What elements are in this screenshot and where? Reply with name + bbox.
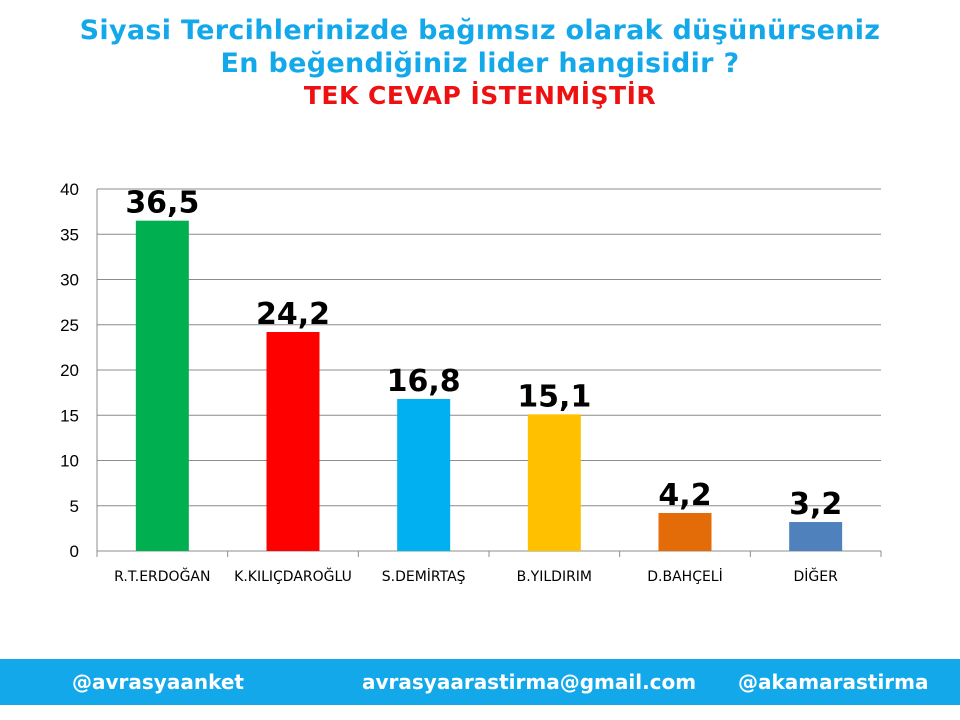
bar <box>397 398 451 551</box>
y-tick-label: 25 <box>60 316 79 335</box>
footer-twitter-left[interactable]: @avrasyaanket <box>72 670 244 694</box>
y-tick-label: 5 <box>70 497 79 516</box>
x-tick-label: DİĞER <box>793 567 838 585</box>
footer-email[interactable]: avrasyaarastirma@gmail.com <box>362 670 697 694</box>
data-label: 24,2 <box>256 297 330 332</box>
data-label: 3,2 <box>789 487 842 522</box>
y-tick-label: 30 <box>60 271 79 290</box>
y-tick-label: 35 <box>60 225 79 244</box>
x-tick-label: R.T.ERDOĞAN <box>114 567 210 585</box>
bar <box>135 220 189 552</box>
footer-bar: @avrasyaanket avrasyaarastirma@gmail.com… <box>0 659 960 705</box>
data-label: 16,8 <box>387 364 461 399</box>
x-tick-label: B.YILDIRIM <box>517 569 592 585</box>
y-tick-label: 40 <box>60 180 79 199</box>
y-tick-label: 0 <box>70 542 79 561</box>
bar <box>266 331 320 551</box>
title-line-2: En beğendiğiniz lider hangisidir ? <box>220 48 740 79</box>
data-label: 15,1 <box>517 379 591 414</box>
data-label: 4,2 <box>658 478 711 513</box>
x-tick-label: D.BAHÇELİ <box>647 567 723 585</box>
y-tick-label: 20 <box>60 361 79 380</box>
y-tick-label: 15 <box>60 406 79 425</box>
bar <box>789 522 843 551</box>
bar-chart: 0 5 10 15 20 25 30 35 40 36,5 R.T.ERDOĞAN 24,2 K.KIL… <box>60 180 882 585</box>
title-line-3: TEK CEVAP İSTENMİŞTİR <box>303 81 657 110</box>
x-tick-label: K.KILIÇDAROĞLU <box>234 567 352 585</box>
title-block: Siyasi Tercihlerinizde bağımsız olarak d… <box>0 14 960 112</box>
data-label: 36,5 <box>125 186 199 221</box>
x-tick-label: S.DEMİRTAŞ <box>382 567 466 585</box>
bar <box>527 414 581 551</box>
title-line-1: Siyasi Tercihlerinizde bağımsız olarak d… <box>79 15 881 46</box>
footer-twitter-right[interactable]: @akamarastirma <box>738 670 929 694</box>
y-tick-label: 10 <box>60 452 79 471</box>
bar <box>658 512 712 551</box>
